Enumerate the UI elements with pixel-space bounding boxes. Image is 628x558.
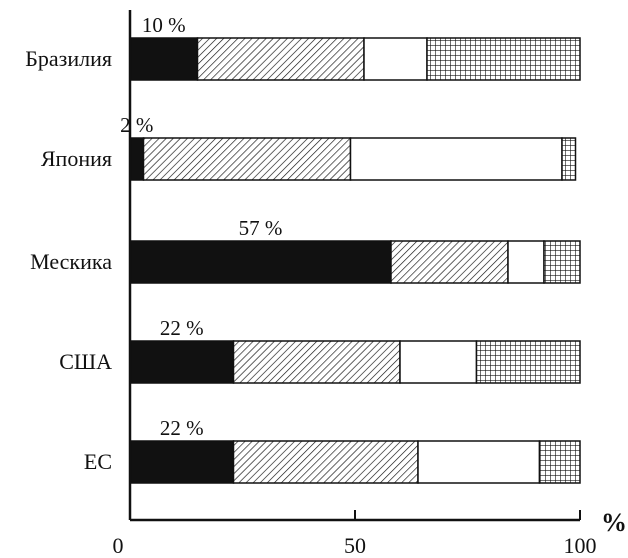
bar-segment-2-2 — [142, 137, 352, 181]
bar-segment-4-3 — [399, 340, 478, 384]
bar-segment-1-1 — [129, 37, 199, 81]
data-label: 57 % — [239, 216, 283, 240]
bar-segment-5-3 — [417, 440, 541, 484]
bar-segment-5-4 — [538, 440, 581, 484]
category-label: Япония — [41, 146, 112, 171]
bar-segment-1-2 — [196, 37, 365, 81]
bar-segment-4-4 — [475, 340, 581, 384]
bar-segment-2-1 — [129, 137, 145, 181]
category-label: Мескика — [30, 249, 112, 274]
data-label: 10 % — [142, 13, 186, 37]
bar-segment-1-4 — [426, 37, 581, 81]
labels-layer: Бразилия 10 % Япония 2 % Мескика 57 % США 22 % Е… — [25, 13, 282, 474]
category-label: ЕС — [84, 449, 112, 474]
bar-segment-3-2 — [390, 240, 509, 284]
data-label: 22 % — [160, 316, 204, 340]
bar-segment-5-2 — [232, 440, 419, 484]
bar-segment-4-1 — [129, 340, 235, 384]
bar-segment-2-4 — [561, 137, 577, 181]
x-tick-label: 100 — [564, 533, 597, 558]
data-label: 2 % — [120, 113, 153, 137]
bars-layer — [129, 37, 581, 484]
data-label: 22 % — [160, 416, 204, 440]
category-label: Бразилия — [25, 46, 112, 71]
category-label: США — [59, 349, 112, 374]
axis-layer: 0 50 100% — [113, 10, 627, 558]
bar-segment-1-3 — [363, 37, 428, 81]
bar-segment-5-1 — [129, 440, 235, 484]
x-tick-label: 0 — [113, 533, 124, 558]
bar-segment-3-1 — [129, 240, 392, 284]
bar-segment-3-4 — [543, 240, 581, 284]
bar-segment-3-3 — [507, 240, 545, 284]
x-axis-unit-label: % — [601, 508, 627, 537]
x-tick-label: 50 — [344, 533, 366, 558]
bar-segment-4-2 — [232, 340, 401, 384]
bar-segment-2-3 — [349, 137, 563, 181]
